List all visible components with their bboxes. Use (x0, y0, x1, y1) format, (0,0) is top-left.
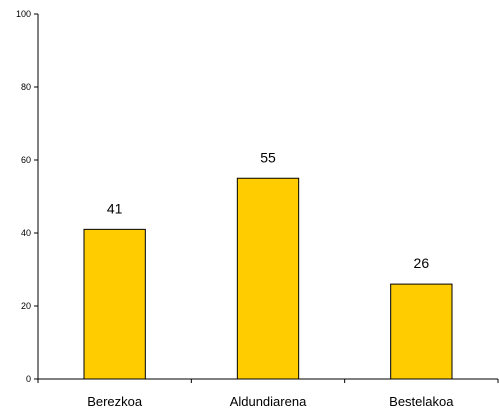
bars-group (83, 177, 453, 380)
data-label: 55 (260, 149, 276, 165)
category-labels-group: Berezkoa Aldundiarena Bestelakoa (87, 394, 454, 409)
bar-bestelakoa (390, 283, 453, 380)
category-label: Berezkoa (87, 394, 143, 409)
y-tick-label: 20 (21, 301, 31, 311)
category-label: Aldundiarena (230, 394, 307, 409)
y-axis-ticks: 0 20 40 60 80 100 (16, 9, 38, 384)
y-tick-label: 40 (21, 228, 31, 238)
category-label: Bestelakoa (389, 394, 454, 409)
x-axis-ticks (37, 379, 499, 383)
y-tick-label: 60 (21, 155, 31, 165)
y-tick-label: 0 (26, 374, 31, 384)
data-label: 26 (414, 255, 430, 271)
bar-aldundiarena (236, 177, 300, 380)
bar-berezkoa (83, 228, 146, 380)
data-labels-group: 41 55 26 (107, 149, 429, 271)
y-tick-label: 80 (21, 82, 31, 92)
y-tick-label: 100 (16, 9, 31, 19)
data-label: 41 (107, 200, 123, 216)
